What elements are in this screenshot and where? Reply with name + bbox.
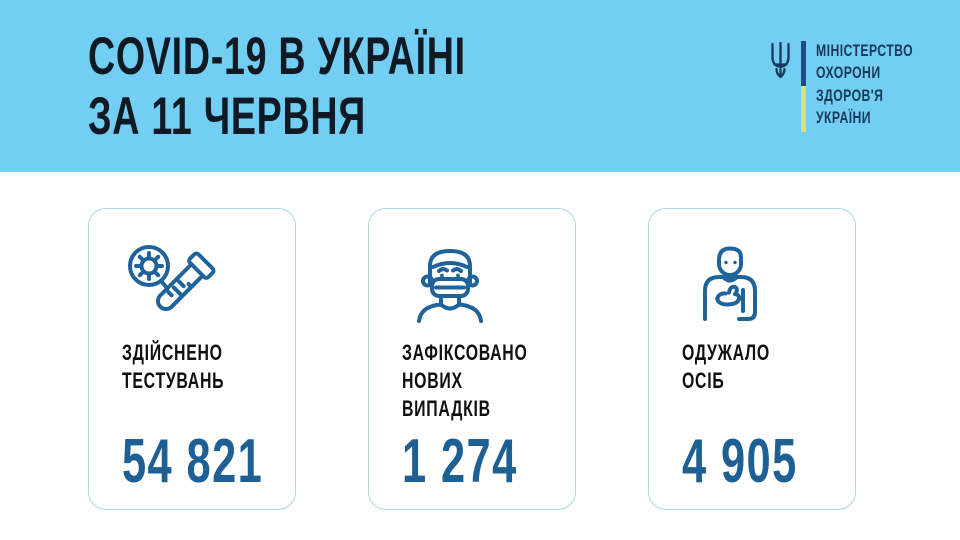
stat-label-line: ОСІБ bbox=[682, 368, 725, 393]
stat-value-tests: 54 821 bbox=[122, 427, 264, 496]
test-tube-virus-icon bbox=[122, 239, 218, 331]
stat-label-line: ВИПАДКІВ bbox=[402, 396, 491, 421]
page-title-line2: ЗА 11 ЧЕРВНЯ bbox=[88, 87, 366, 146]
flag-bar bbox=[801, 41, 806, 132]
stat-value-recovered: 4 905 bbox=[682, 427, 798, 496]
stat-card-recovered: ОДУЖАЛО ОСІБ 4 905 bbox=[648, 208, 856, 510]
stat-label-line: ТЕСТУВАНЬ bbox=[122, 368, 225, 393]
ministry-name-line: ЗДОРОВ'Я bbox=[815, 86, 883, 105]
ministry-name-line: МІНІСТЕРСТВО bbox=[815, 42, 913, 60]
stat-card-tests: ЗДІЙСНЕНО ТЕСТУВАНЬ 54 821 bbox=[88, 208, 296, 510]
ministry-name-line: УКРАЇНИ bbox=[815, 109, 871, 128]
stat-label-line: ОДУЖАЛО bbox=[682, 340, 770, 365]
stat-card-new-cases: ЗАФІКСОВАНО НОВИХ ВИПАДКІВ 1 274 bbox=[368, 208, 576, 510]
page-title: COVID-19 В УКРАЇНІ ЗА 11 ЧЕРВНЯ bbox=[88, 27, 466, 147]
stat-label: ОДУЖАЛО ОСІБ bbox=[682, 339, 794, 395]
trident-icon bbox=[771, 41, 790, 79]
stat-label: ЗАФІКСОВАНО НОВИХ ВИПАДКІВ bbox=[402, 339, 528, 423]
masked-person-icon bbox=[402, 239, 498, 331]
stat-label-line: ЗДІЙСНЕНО bbox=[122, 340, 223, 365]
stat-value-new-cases: 1 274 bbox=[402, 427, 518, 496]
stat-label: ЗДІЙСНЕНО ТЕСТУВАНЬ bbox=[122, 339, 234, 395]
stat-label-line: НОВИХ bbox=[402, 368, 463, 393]
stat-cards: ЗДІЙСНЕНО ТЕСТУВАНЬ 54 821 bbox=[88, 208, 856, 510]
stat-label-line: ЗАФІКСОВАНО bbox=[402, 340, 528, 365]
page-title-line1: COVID-19 В УКРАЇНІ bbox=[88, 27, 466, 86]
flag-bar-blue bbox=[801, 41, 806, 86]
header-banner: COVID-19 В УКРАЇНІ ЗА 11 ЧЕРВНЯ МІНІСТ bbox=[0, 0, 960, 172]
ministry-name: МІНІСТЕРСТВО ОХОРОНИ ЗДОРОВ'Я УКРАЇНИ bbox=[816, 40, 913, 132]
recovered-person-icon bbox=[682, 239, 778, 331]
ministry-name-line: ОХОРОНИ bbox=[815, 64, 881, 83]
flag-bar-yellow bbox=[801, 86, 806, 132]
ministry-logo: МІНІСТЕРСТВО ОХОРОНИ ЗДОРОВ'Я УКРАЇНИ bbox=[767, 39, 947, 132]
